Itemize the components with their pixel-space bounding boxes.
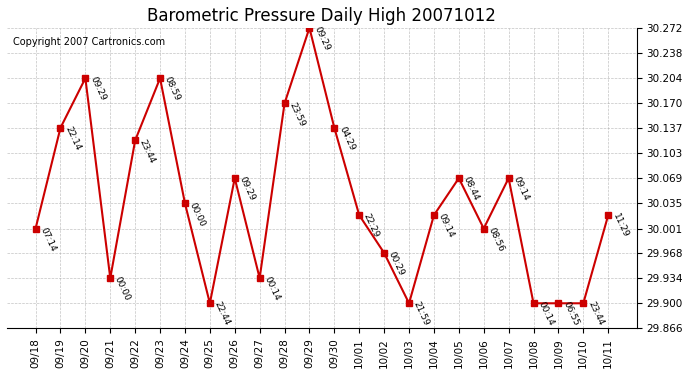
Text: 09:29: 09:29 <box>88 75 107 103</box>
Text: 06:55: 06:55 <box>561 300 580 328</box>
Text: 23:44: 23:44 <box>138 138 157 165</box>
Text: 00:14: 00:14 <box>536 300 555 328</box>
Text: 00:00: 00:00 <box>113 275 132 303</box>
Text: 22:44: 22:44 <box>213 300 232 327</box>
Text: 08:44: 08:44 <box>462 176 481 202</box>
Text: 23:44: 23:44 <box>586 300 605 327</box>
Text: 22:14: 22:14 <box>63 125 82 152</box>
Text: Copyright 2007 Cartronics.com: Copyright 2007 Cartronics.com <box>13 37 166 47</box>
Text: 07:14: 07:14 <box>39 226 57 253</box>
Text: 21:59: 21:59 <box>412 300 431 328</box>
Text: 09:14: 09:14 <box>511 176 531 202</box>
Text: 23:59: 23:59 <box>287 100 306 128</box>
Text: 08:59: 08:59 <box>163 75 182 103</box>
Text: 00:00: 00:00 <box>188 201 207 228</box>
Text: 00:29: 00:29 <box>387 250 406 277</box>
Text: 08:56: 08:56 <box>486 226 506 253</box>
Text: 09:14: 09:14 <box>437 212 455 240</box>
Text: 11:29: 11:29 <box>611 212 630 240</box>
Text: 22:29: 22:29 <box>362 212 381 239</box>
Text: 00:14: 00:14 <box>262 275 282 303</box>
Text: 09:29: 09:29 <box>312 25 331 52</box>
Text: 04:29: 04:29 <box>337 125 356 152</box>
Title: Barometric Pressure Daily High 20071012: Barometric Pressure Daily High 20071012 <box>148 7 496 25</box>
Text: 09:29: 09:29 <box>237 176 257 202</box>
